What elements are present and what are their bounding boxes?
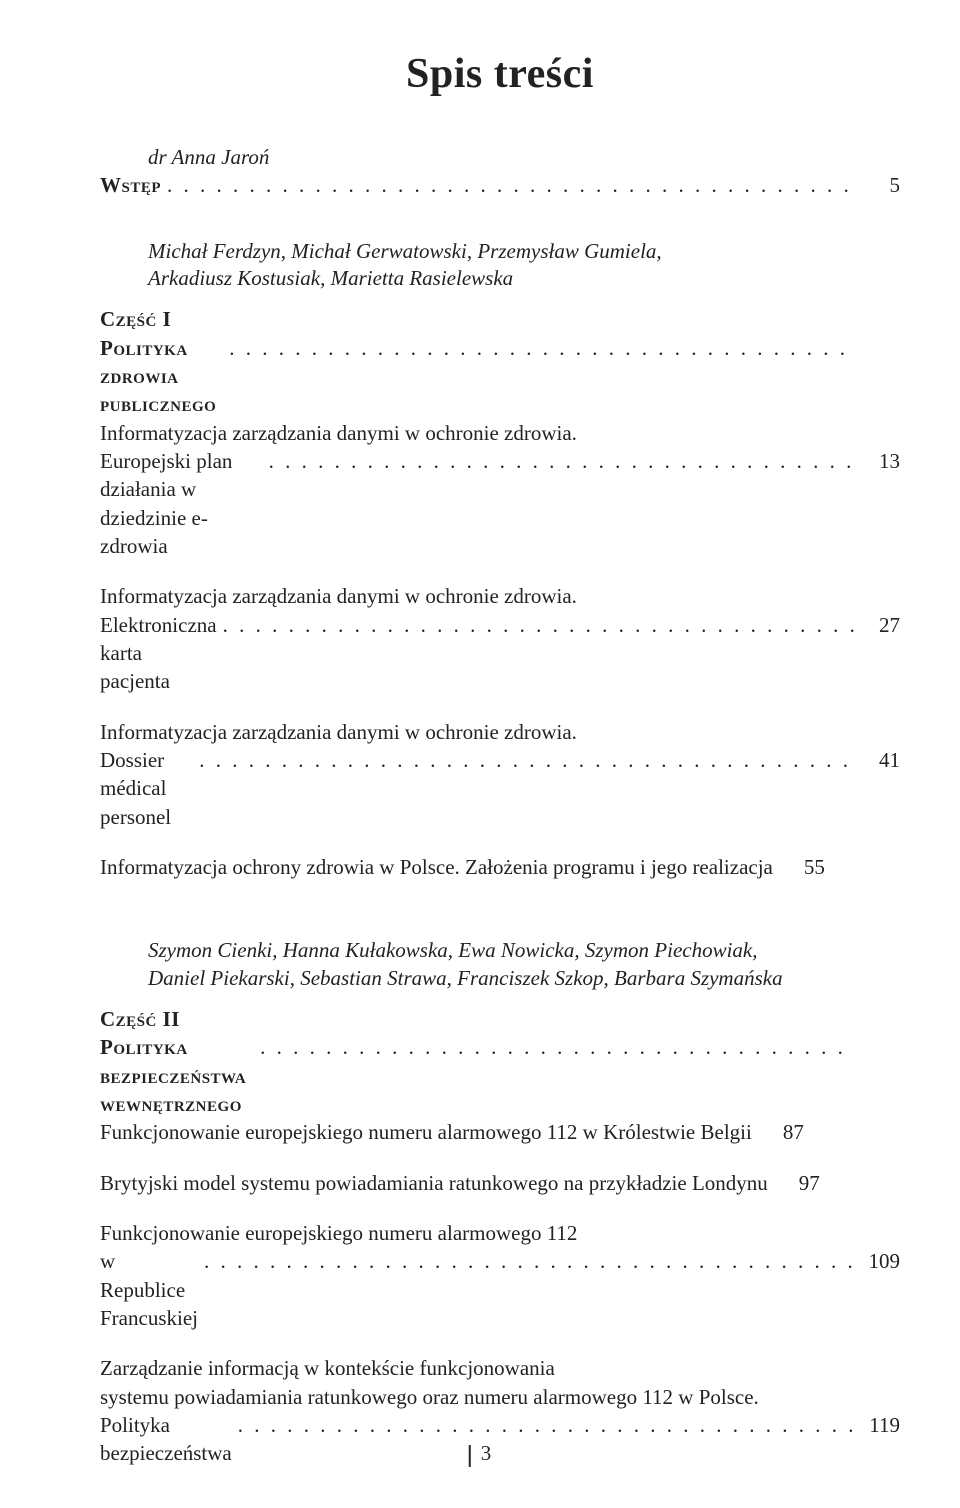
page-number-bar: [469, 1445, 471, 1467]
entry-line: systemu powiadamiania ratunkowego oraz n…: [100, 1383, 900, 1411]
entry-line-final: Brytyjski model systemu powiadamiania ra…: [100, 1169, 900, 1197]
entry-page: 87: [752, 1118, 804, 1146]
part2-authors: Szymon Cienki, Hanna Kułakowska, Ewa Now…: [148, 937, 900, 992]
part1-authors-line2: Arkadiusz Kostusiak, Marietta Rasielewsk…: [148, 265, 900, 292]
part1-entry-1: Informatyzacja zarządzania danymi w ochr…: [100, 582, 900, 695]
dot-leaders: [193, 746, 854, 774]
dot-leaders: [254, 1033, 854, 1061]
entry-line-final: Elektroniczna karta pacjenta 27: [100, 611, 900, 696]
entry-text: Europejski plan działania w dziedzinie e…: [100, 447, 263, 560]
entry-line: Funkcjonowanie europejskiego numeru alar…: [100, 1219, 900, 1247]
entry-page: 41: [854, 746, 900, 774]
entry-line-final: Europejski plan działania w dziedzinie e…: [100, 447, 900, 560]
entry-text: Informatyzacja ochrony zdrowia w Polsce.…: [100, 853, 773, 881]
part2-authors-line1: Szymon Cienki, Hanna Kułakowska, Ewa Now…: [148, 937, 900, 964]
part1-entry-0: Informatyzacja zarządzania danymi w ochr…: [100, 419, 900, 561]
part2-entry-0: Funkcjonowanie europejskiego numeru alar…: [100, 1118, 900, 1146]
entry-text: Funkcjonowanie europejskiego numeru alar…: [100, 1118, 752, 1146]
part2-label: Część II: [100, 1006, 900, 1033]
entry-page: 119: [854, 1411, 900, 1439]
entry-text: Brytyjski model systemu powiadamiania ra…: [100, 1169, 768, 1197]
dot-leaders: [217, 611, 854, 639]
intro-label: Wstęp: [100, 171, 161, 199]
toc-page: Spis treści dr Anna Jaroń Wstęp 5 Michał…: [0, 0, 960, 1508]
entry-page: 55: [773, 853, 825, 881]
entry-line-final: Dossier médical personel 41: [100, 746, 900, 831]
intro-line: Wstęp 5: [100, 171, 900, 199]
entry-line-final: Funkcjonowanie europejskiego numeru alar…: [100, 1118, 900, 1146]
entry-line-final: Informatyzacja ochrony zdrowia w Polsce.…: [100, 853, 900, 881]
dot-leaders: [161, 171, 854, 199]
intro-page: 5: [854, 171, 900, 199]
entry-page: 13: [854, 447, 900, 475]
entry-text: w Republice Francuskiej: [100, 1247, 198, 1332]
dot-leaders: [263, 447, 854, 475]
dot-leaders: [198, 1247, 854, 1275]
entry-text: Dossier médical personel: [100, 746, 193, 831]
part1-label: Część I: [100, 306, 900, 333]
entry-line-final: Polityka bezpieczeństwa 119: [100, 1411, 900, 1468]
part2-policy-line: Polityka bezpieczeństwa wewnętrznego: [100, 1033, 900, 1118]
dot-leaders: [232, 1411, 854, 1439]
entry-line: Informatyzacja zarządzania danymi w ochr…: [100, 718, 900, 746]
part1-authors: Michał Ferdzyn, Michał Gerwatowski, Prze…: [148, 238, 900, 293]
part2-policy-label: Polityka bezpieczeństwa wewnętrznego: [100, 1033, 254, 1118]
part1-entry-2: Informatyzacja zarządzania danymi w ochr…: [100, 718, 900, 831]
page-number: 3: [469, 1441, 492, 1466]
intro-author-block: dr Anna Jaroń: [148, 144, 900, 171]
entry-page: 27: [854, 611, 900, 639]
entry-line: Informatyzacja zarządzania danymi w ochr…: [100, 419, 900, 447]
entry-text: Polityka bezpieczeństwa: [100, 1411, 232, 1468]
part2-entry-1: Brytyjski model systemu powiadamiania ra…: [100, 1169, 900, 1197]
entry-page: 109: [854, 1247, 900, 1275]
page-number-value: 3: [481, 1441, 492, 1466]
entry-line-final: w Republice Francuskiej 109: [100, 1247, 900, 1332]
entry-line: Informatyzacja zarządzania danymi w ochr…: [100, 582, 900, 610]
part2-authors-line2: Daniel Piekarski, Sebastian Strawa, Fran…: [148, 965, 900, 992]
entry-line: Zarządzanie informacją w kontekście funk…: [100, 1354, 900, 1382]
page-title: Spis treści: [100, 50, 900, 98]
entry-page: 97: [768, 1169, 820, 1197]
part1-policy-line: Polityka zdrowia publicznego: [100, 334, 900, 419]
dot-leaders: [223, 334, 854, 362]
part1-authors-line1: Michał Ferdzyn, Michał Gerwatowski, Prze…: [148, 238, 900, 265]
part1-policy-label: Polityka zdrowia publicznego: [100, 334, 223, 419]
part2-entry-3: Zarządzanie informacją w kontekście funk…: [100, 1354, 900, 1467]
part2-entry-2: Funkcjonowanie europejskiego numeru alar…: [100, 1219, 900, 1332]
part1-entry-3: Informatyzacja ochrony zdrowia w Polsce.…: [100, 853, 900, 881]
entry-text: Elektroniczna karta pacjenta: [100, 611, 217, 696]
intro-author: dr Anna Jaroń: [148, 144, 900, 171]
